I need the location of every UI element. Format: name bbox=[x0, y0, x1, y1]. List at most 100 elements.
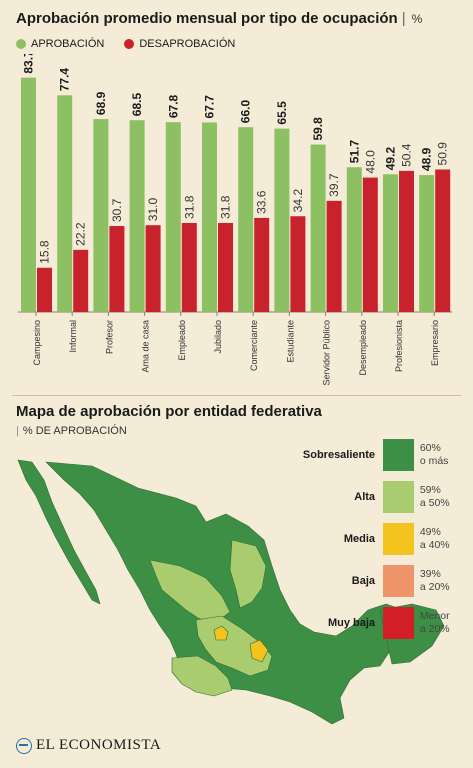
category-label: Profesionista bbox=[394, 320, 404, 372]
title-divider: | bbox=[401, 10, 406, 27]
brand-logo-icon bbox=[16, 737, 32, 754]
value-label-disapproval: 33.6 bbox=[255, 190, 269, 214]
range-line-1: 39% bbox=[419, 568, 441, 580]
value-label-approval: 65.5 bbox=[275, 101, 289, 125]
range-line-1: 49% bbox=[419, 526, 441, 538]
bar-disapproval bbox=[145, 225, 161, 312]
bar-disapproval bbox=[218, 222, 233, 312]
map-title: Mapa de aprobación por entidad federativ… bbox=[16, 403, 322, 420]
bar-disapproval bbox=[73, 249, 89, 312]
category-label: Profesor bbox=[104, 320, 114, 354]
map-title-text: Mapa de aprobación por entidad federativ… bbox=[16, 403, 322, 420]
bar-approval bbox=[238, 127, 254, 312]
bar-disapproval bbox=[399, 170, 414, 312]
bar-disapproval bbox=[435, 169, 451, 312]
coahuila-alta bbox=[229, 539, 267, 609]
bar-approval bbox=[274, 128, 290, 312]
bar-disapproval bbox=[254, 217, 270, 312]
map-legend: Sobresaliente 60% o más Alta 59% a 50% Med… bbox=[298, 434, 468, 644]
bar-approval bbox=[57, 95, 73, 312]
brand-name: EL ECONOMISTA bbox=[36, 737, 162, 753]
legend-swatch-approval bbox=[16, 39, 26, 49]
legend-category: Media bbox=[343, 533, 376, 545]
value-label-approval: 68.9 bbox=[94, 91, 108, 115]
value-label-approval: 49.2 bbox=[384, 147, 398, 171]
category-label: Empresario bbox=[430, 320, 440, 366]
value-label-approval: 83.7 bbox=[22, 54, 36, 74]
bar-approval bbox=[310, 144, 326, 312]
legend-label-disapproval: DESAPROBACIÓN bbox=[139, 38, 236, 50]
section-divider bbox=[12, 395, 461, 396]
range-line-2: o más bbox=[419, 455, 449, 467]
value-label-disapproval: 48.0 bbox=[363, 150, 377, 174]
legend-label-approval: APROBACIÓN bbox=[31, 38, 105, 50]
map-legend-row: Sobresaliente 60% o más bbox=[298, 434, 468, 476]
bar-approval bbox=[93, 119, 109, 312]
bar-disapproval bbox=[109, 226, 125, 312]
legend-swatch-disapproval bbox=[124, 39, 135, 49]
mexico-map bbox=[17, 459, 445, 725]
map-subtitle: |% DE APROBACIÓN bbox=[16, 425, 127, 437]
category-label: Desempleado bbox=[358, 320, 368, 376]
bar-disapproval bbox=[362, 177, 378, 312]
range-line-1: 60% bbox=[419, 442, 441, 454]
value-label-disapproval: 15.8 bbox=[38, 240, 52, 264]
value-label-approval: 67.8 bbox=[166, 94, 180, 118]
value-label-disapproval: 50.9 bbox=[436, 142, 450, 166]
value-label-disapproval: 31.8 bbox=[219, 195, 233, 219]
legend-category: Muy baja bbox=[327, 617, 376, 629]
chart-legend: APROBACIÓN DESAPROBACIÓN bbox=[16, 38, 235, 50]
legend-swatch bbox=[383, 607, 414, 639]
queretaro-media bbox=[249, 639, 269, 663]
value-label-approval: 66.0 bbox=[239, 100, 253, 124]
bar-approval bbox=[346, 167, 362, 312]
subtitle-pipe: | bbox=[16, 425, 19, 437]
bar-approval bbox=[21, 77, 36, 312]
legend-category: Alta bbox=[354, 491, 376, 503]
bar-approval bbox=[165, 122, 181, 312]
range-line-2: a 20% bbox=[419, 623, 450, 635]
bar-disapproval bbox=[326, 200, 342, 312]
jalisco-michoacan-alta bbox=[171, 655, 233, 697]
legend-category: Sobresaliente bbox=[302, 449, 376, 461]
range-line-2: a 20% bbox=[419, 581, 450, 593]
legend-swatch bbox=[383, 523, 414, 555]
brand-footer: EL ECONOMISTA bbox=[16, 737, 161, 754]
map-legend-row: Muy baja Menor a 20% bbox=[298, 602, 468, 644]
chart-unit: % bbox=[411, 12, 423, 26]
legend-swatch bbox=[383, 481, 414, 513]
map-legend-row: Media 49% a 40% bbox=[298, 518, 468, 560]
value-label-approval: 51.7 bbox=[347, 140, 361, 164]
mainland-sobresaliente bbox=[45, 461, 405, 725]
value-label-disapproval: 30.7 bbox=[110, 198, 124, 222]
legend-item-approval: APROBACIÓN bbox=[16, 38, 104, 50]
range-line-2: a 40% bbox=[419, 539, 450, 551]
bar-approval bbox=[383, 174, 398, 312]
value-label-approval: 77.4 bbox=[58, 68, 72, 92]
value-label-approval: 68.5 bbox=[130, 93, 144, 117]
baja-california-region bbox=[17, 459, 101, 605]
value-label-disapproval: 31.8 bbox=[182, 195, 196, 219]
category-label: Estudiante bbox=[285, 320, 295, 363]
category-label: Jubilado bbox=[213, 320, 223, 354]
category-label: Comerciante bbox=[249, 320, 259, 371]
category-label: Empleado bbox=[177, 320, 187, 361]
legend-range: 60% o más bbox=[414, 442, 468, 468]
range-line-2: a 50% bbox=[419, 497, 450, 509]
legend-range: 39% a 20% bbox=[414, 568, 468, 594]
legend-swatch bbox=[383, 565, 414, 597]
legend-range: 59% a 50% bbox=[414, 484, 468, 510]
range-line-1: Menor bbox=[419, 610, 450, 622]
bar-disapproval bbox=[290, 216, 306, 312]
bar-disapproval bbox=[37, 267, 52, 312]
chart-title: Aprobación promedio mensual por tipo de … bbox=[16, 10, 422, 27]
bar-approval bbox=[202, 122, 217, 312]
value-label-disapproval: 34.2 bbox=[291, 189, 305, 213]
legend-category: Baja bbox=[351, 575, 376, 587]
value-label-approval: 67.7 bbox=[203, 95, 217, 119]
bar-chart: 83.7 15.8 Campesino 77.4 22.2 Informal 68.9 30.… bbox=[18, 54, 453, 386]
value-label-disapproval: 22.2 bbox=[74, 222, 88, 246]
legend-range: Menor a 20% bbox=[414, 610, 468, 636]
legend-item-disapproval: DESAPROBACIÓN bbox=[124, 38, 235, 50]
value-label-disapproval: 31.0 bbox=[146, 198, 160, 222]
